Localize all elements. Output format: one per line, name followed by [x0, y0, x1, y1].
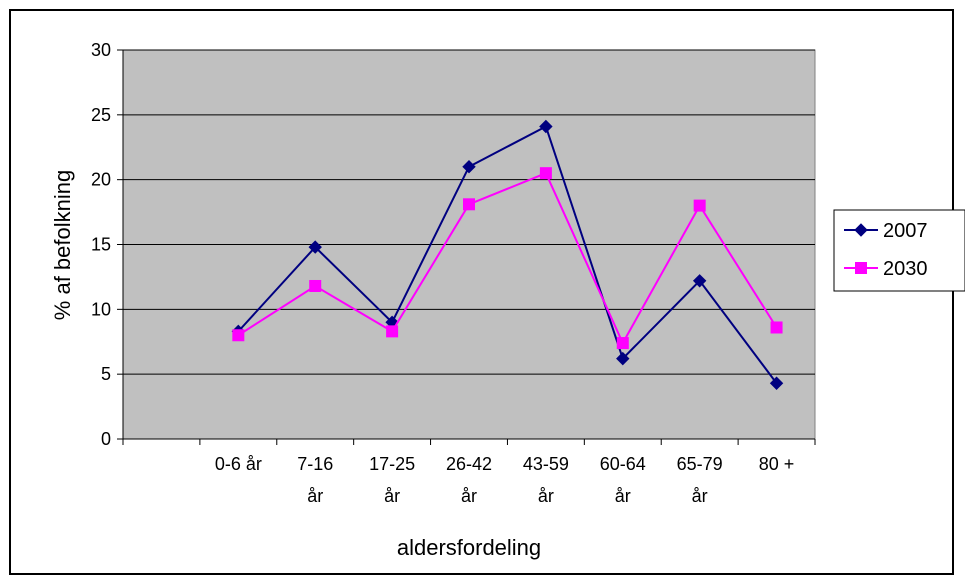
legend: 2007 2030: [833, 209, 965, 292]
y-tick-label: 20: [91, 170, 111, 190]
y-tick-label: 0: [101, 429, 111, 449]
legend-label-2007: 2007: [883, 220, 928, 242]
series-line-2030: [237, 171, 778, 346]
data-point-2007: [692, 274, 707, 288]
y-axis-title: % af befolkning: [50, 170, 75, 320]
data-point-2030: [309, 279, 322, 292]
series-line-2007: [237, 125, 778, 384]
series-2007: [231, 119, 784, 390]
x-tick-label: 7-16 år: [297, 454, 333, 506]
x-tick-label: 43-59 år: [523, 454, 569, 506]
x-tick-labels: 0-6 år 7-16 år 17-25 år 26-42 år 43-59 år 60-64 år…: [215, 454, 795, 506]
data-point-2030: [693, 199, 706, 212]
axes: [122, 50, 816, 445]
x-tick-label: 0-6 år: [215, 454, 262, 474]
legend-marker-2030: [855, 262, 867, 274]
legend-box: [833, 209, 965, 292]
x-axis-title: aldersfordeling: [397, 535, 541, 560]
data-point-2007: [616, 351, 630, 366]
y-tick-labels: 0 5 10 15 20 25 30: [91, 40, 111, 449]
gridlines: [117, 49, 815, 440]
legend-marker-2007: [854, 223, 868, 237]
data-point-2030: [386, 325, 399, 338]
data-point-2030: [463, 198, 475, 211]
x-tick-label: 80 +: [759, 454, 795, 474]
series-layer: [231, 119, 784, 390]
data-point-2007: [539, 119, 553, 134]
y-tick-label: 10: [91, 299, 111, 319]
y-tick-label: 30: [91, 40, 111, 60]
y-tick-label: 15: [91, 235, 111, 255]
data-point-2007: [308, 240, 322, 254]
legend-label-2030: 2030: [883, 258, 928, 280]
data-point-2030: [232, 329, 245, 342]
y-tick-label: 25: [91, 105, 111, 125]
data-point-2007: [769, 376, 784, 390]
x-tick-label: 65-79 år: [677, 454, 723, 506]
data-point-2030: [616, 337, 629, 350]
x-tick-label: 60-64 år: [600, 454, 646, 506]
data-point-2007: [462, 159, 476, 174]
y-tick-label: 5: [101, 364, 111, 384]
data-point-2030: [770, 321, 783, 334]
x-tick-label: 26-42 år: [446, 454, 492, 506]
data-point-2030: [539, 167, 552, 180]
x-tick-label: 17-25 år: [369, 454, 415, 506]
series-2030: [232, 167, 783, 350]
